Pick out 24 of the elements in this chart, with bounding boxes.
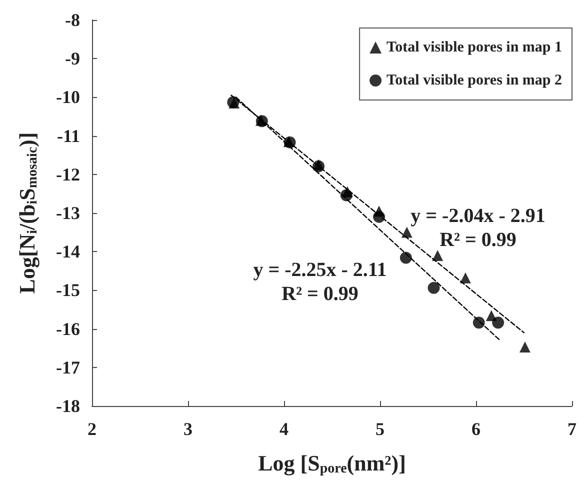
y-tick-label: -17 xyxy=(56,357,80,378)
y-tick-label: -14 xyxy=(56,242,80,262)
y-tick-label: -18 xyxy=(56,396,80,416)
x-tick-label: 2 xyxy=(88,419,96,439)
y-tick-label: -10 xyxy=(56,87,80,108)
annotation: y = -2.04x - 2.91 xyxy=(410,205,546,227)
y-axis-title: Log[Ni/(biSmosaic)] xyxy=(14,132,40,294)
y-tick-label: -15 xyxy=(56,280,80,300)
x-tick-label: 7 xyxy=(568,419,576,439)
y-tick-label: -13 xyxy=(56,203,80,223)
annotation: y = -2.25x - 2.11 xyxy=(253,259,387,281)
y-tick-label: -9 xyxy=(65,48,80,69)
x-tick-label: 6 xyxy=(472,419,480,439)
x-tick-label: 3 xyxy=(184,419,192,439)
y-tick-label: -11 xyxy=(56,126,80,146)
legend-label: Total visible pores in map 1 xyxy=(386,40,562,56)
annotation: R² = 0.99 xyxy=(440,229,516,251)
annotation: R² = 0.99 xyxy=(282,283,358,305)
y-tick-label: -8 xyxy=(65,10,80,30)
x-tick-label: 5 xyxy=(376,419,384,439)
y-tick-label: -16 xyxy=(56,318,80,339)
legend-label: Total visible pores in map 2 xyxy=(386,72,562,88)
x-tick-label: 4 xyxy=(280,419,288,439)
y-tick-label: -12 xyxy=(56,164,80,184)
